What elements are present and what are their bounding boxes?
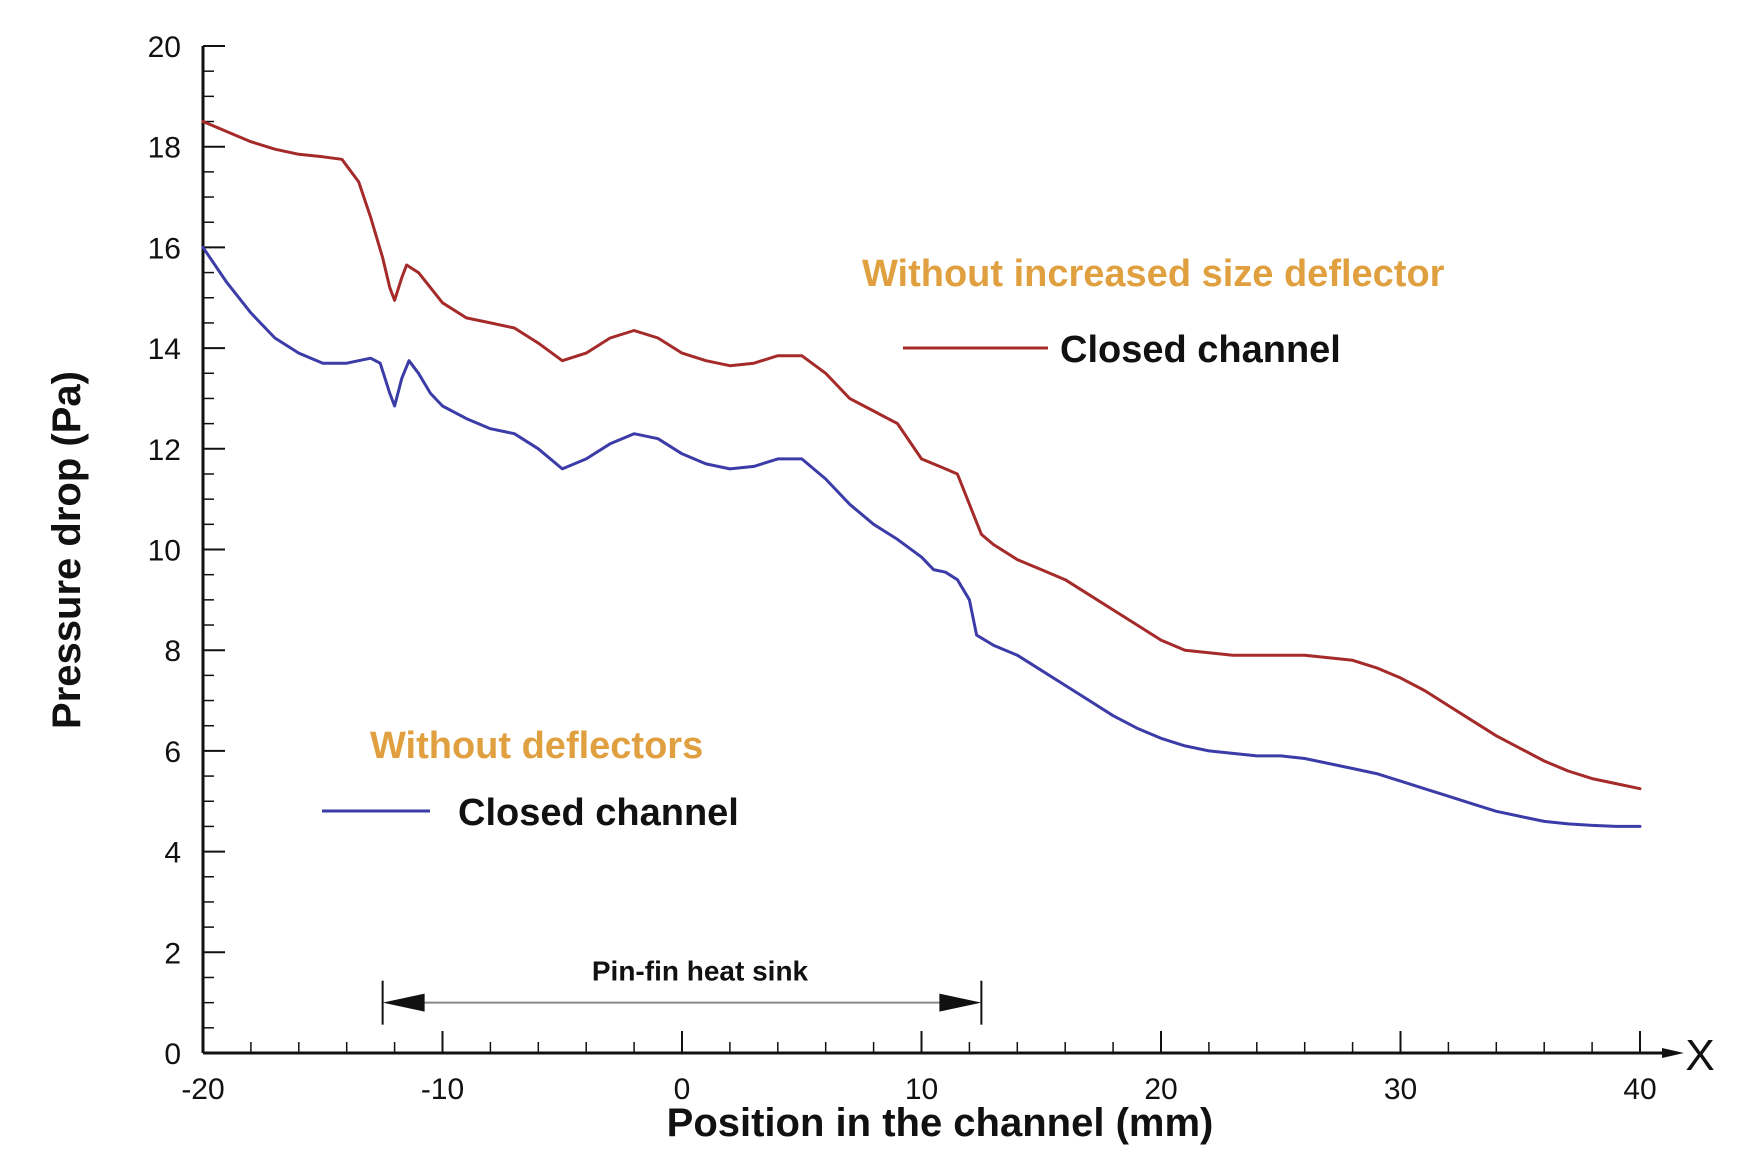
- annotation-layer: Pin-fin heat sink: [381, 956, 983, 1025]
- x-axis-arrowhead: [1662, 1048, 1684, 1058]
- y-tick-label: 6: [164, 736, 181, 769]
- y-tick-label: 14: [148, 333, 181, 366]
- legend-group-title: Without deflectors: [370, 725, 703, 767]
- legend-label: Closed channel: [458, 792, 739, 834]
- legend-group-title: Without increased size deflector: [862, 253, 1445, 295]
- y-tick-label: 2: [164, 937, 181, 970]
- y-tick-label: 8: [164, 635, 181, 668]
- y-tick-label: 4: [164, 837, 181, 870]
- series-line-red: [201, 120, 1642, 791]
- x-axis-end-label: X: [1685, 1031, 1714, 1080]
- y-axis-ticks: 0 2 4 6 8 10 12 14 16 18 20: [148, 31, 225, 1071]
- y-tick-label: 16: [148, 232, 181, 265]
- y-tick-label: 12: [148, 434, 181, 467]
- annotation-arrowhead-left: [382, 993, 425, 1012]
- annotation-label: Pin-fin heat sink: [592, 956, 809, 987]
- x-tick-label: 0: [674, 1073, 691, 1106]
- y-tick-label: 0: [164, 1038, 181, 1071]
- legend-group-increased-deflector: Without increased size deflector Closed …: [862, 253, 1445, 371]
- x-tick-label: 40: [1623, 1073, 1656, 1106]
- x-tick-label: -20: [181, 1073, 224, 1106]
- y-axis-title: Pressure drop (Pa): [45, 371, 89, 729]
- axes: [201, 46, 1684, 1058]
- x-axis-title: Position in the channel (mm): [667, 1101, 1214, 1145]
- x-tick-label: 30: [1384, 1073, 1417, 1106]
- annotation-arrowhead-right: [939, 993, 982, 1012]
- series-line-blue: [201, 245, 1642, 828]
- y-tick-label: 18: [148, 132, 181, 165]
- x-tick-label: -10: [421, 1073, 464, 1106]
- series-layer: [201, 120, 1642, 828]
- legend-label: Closed channel: [1060, 329, 1341, 371]
- x-axis-ticks: -20 -10 0 10 20 30 40: [181, 1031, 1657, 1106]
- x-tick-label: 20: [1144, 1073, 1177, 1106]
- y-tick-label: 20: [148, 31, 181, 64]
- x-tick-label: 10: [905, 1073, 938, 1106]
- legend-group-without-deflectors: Without deflectors Closed channel: [322, 725, 739, 834]
- y-tick-label: 10: [148, 535, 181, 568]
